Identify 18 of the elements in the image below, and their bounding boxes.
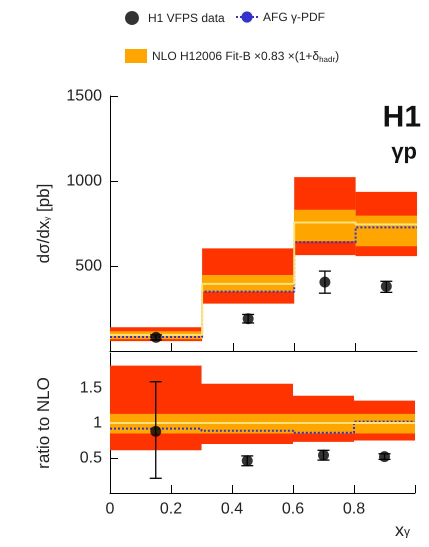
y-tick-label: 1500 — [66, 88, 102, 104]
legend-label: AFG γ-PDF — [263, 10, 325, 24]
annotation: γp — [391, 138, 418, 164]
legend-label: H1 VFPS data — [148, 11, 226, 25]
y-tick-label: 500 — [75, 258, 102, 274]
x-tick-label: 0.6 — [282, 500, 304, 518]
y-axis-title: dσ/dxγ [pb] — [34, 184, 53, 264]
x-tick-label: 0.8 — [342, 500, 366, 518]
annotation: H1 — [382, 100, 422, 134]
x-tick-label: 0 — [106, 500, 115, 518]
y-tick-label: 1.5 — [80, 380, 102, 396]
x-axis-title: xγ — [395, 520, 410, 540]
x-tick-label: 0.2 — [160, 500, 182, 518]
x-tick-label: 0.4 — [220, 500, 244, 518]
y-tick-label: 1000 — [66, 172, 102, 190]
y-tick-label: 1 — [93, 414, 102, 432]
y-tick-label: 0.5 — [80, 450, 102, 466]
y-axis-title: ratio to NLO — [34, 377, 53, 469]
